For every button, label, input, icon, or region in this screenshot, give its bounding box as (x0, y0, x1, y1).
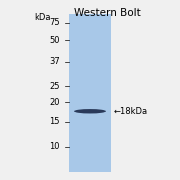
Text: 50: 50 (49, 36, 60, 45)
Text: 25: 25 (49, 82, 60, 91)
FancyBboxPatch shape (69, 14, 111, 172)
Text: 37: 37 (49, 57, 60, 66)
Text: 20: 20 (49, 98, 60, 107)
Ellipse shape (74, 109, 106, 113)
Text: ←18kDa: ←18kDa (114, 107, 148, 116)
Text: kDa: kDa (35, 13, 51, 22)
Text: 75: 75 (49, 18, 60, 27)
Text: Western Bolt: Western Bolt (74, 8, 141, 19)
Text: 10: 10 (49, 142, 60, 151)
Text: 15: 15 (49, 117, 60, 126)
